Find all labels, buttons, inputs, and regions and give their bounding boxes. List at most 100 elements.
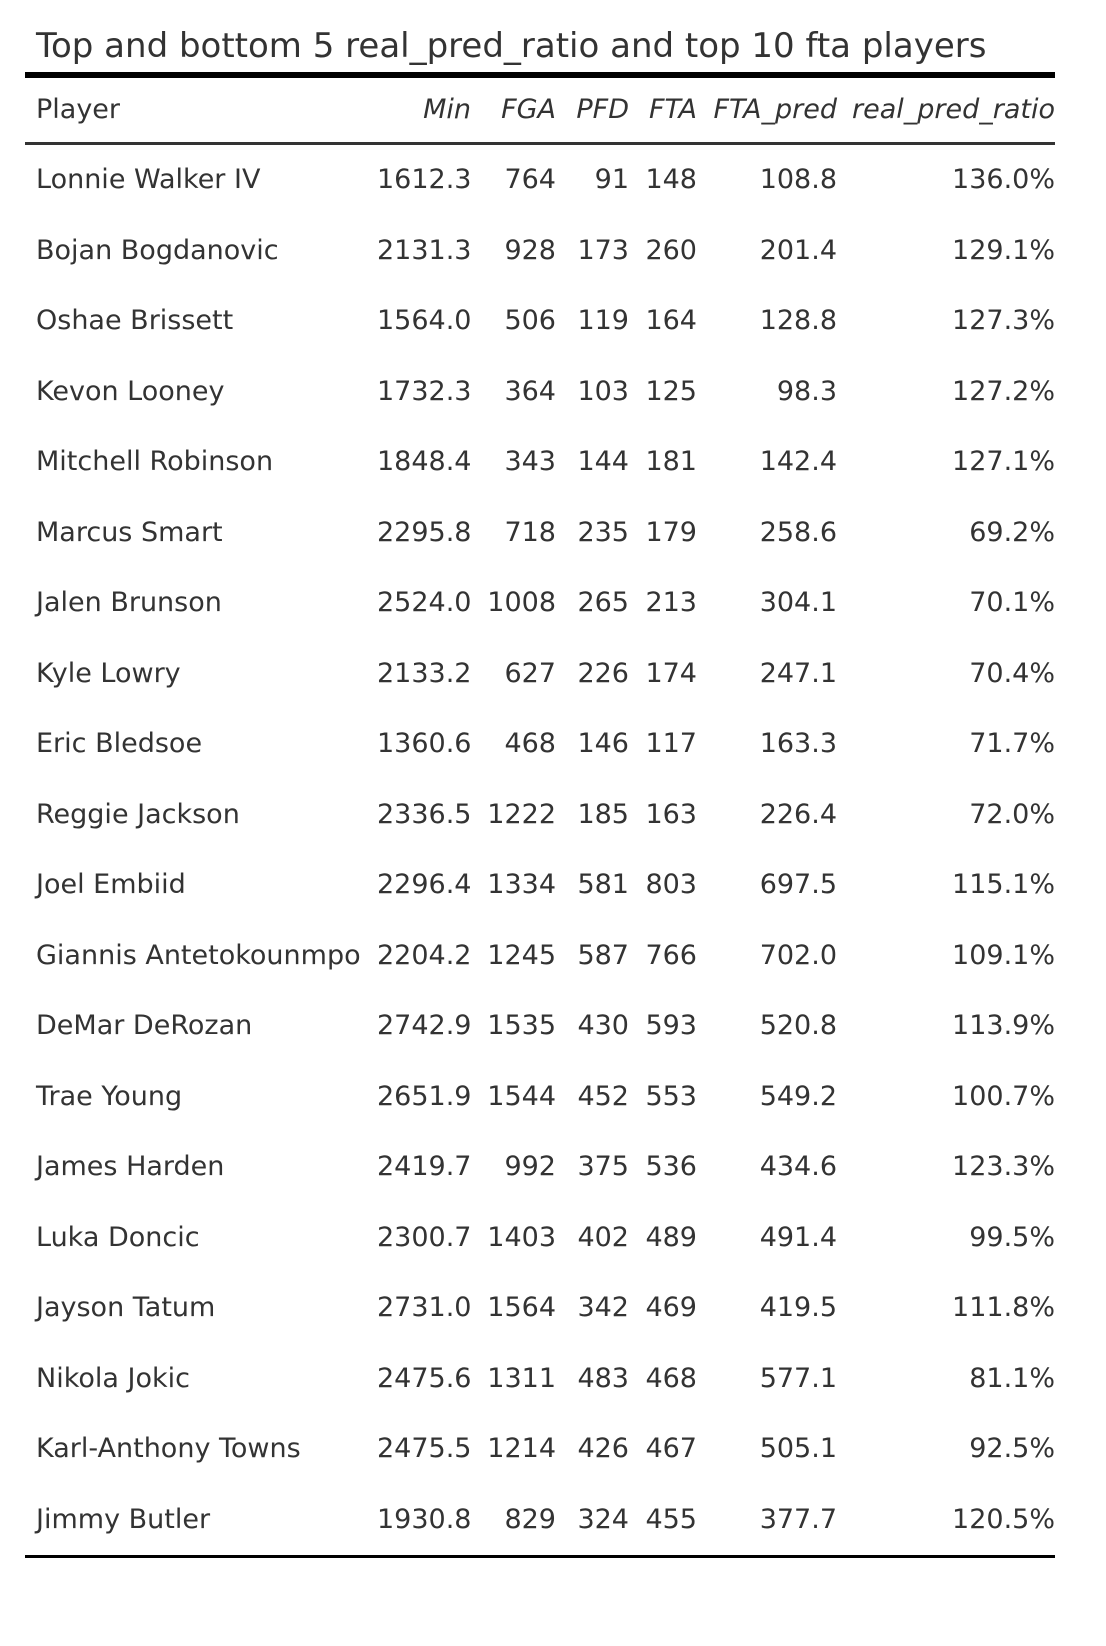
cell-fta-pred: 226.4 <box>759 798 837 830</box>
cell-fta-pred: 163.3 <box>759 728 837 759</box>
cell-fga: 1564 <box>487 1292 556 1323</box>
table-row: Jayson Tatum 2731.0 1564 342 469 419.5 111.8% <box>25 1273 1055 1344</box>
table-row: Lonnie Walker IV 1612.3 764 91 148 108.8 136.0… <box>25 144 1055 216</box>
cell-min: 2475.5 <box>377 1433 472 1464</box>
table-row: Marcus Smart 2295.8 718 235 179 258.6 69.2% <box>25 498 1055 569</box>
cell-min: 2336.5 <box>377 798 472 830</box>
cell-fta: 213 <box>645 587 697 618</box>
table-row: James Harden 2419.7 992 375 536 434.6 123.3% <box>25 1132 1055 1203</box>
cell-player: Mitchell Robinson <box>36 446 274 477</box>
cell-fta: 125 <box>645 375 697 407</box>
cell-fga: 1222 <box>487 798 556 830</box>
cell-fga: 343 <box>504 446 556 477</box>
cell-fta: 164 <box>645 305 697 336</box>
cell-pfd: 226 <box>577 657 629 689</box>
table-row: Jimmy Butler 1930.8 829 324 455 377.7 120.5% <box>25 1485 1055 1556</box>
cell-real-pred-ratio: 99.5% <box>969 1221 1055 1253</box>
column-header-pfd: PFD <box>556 78 629 145</box>
cell-player: James Harden <box>36 1151 225 1182</box>
cell-real-pred-ratio: 72.0% <box>969 798 1055 830</box>
column-header-real-pred-ratio: real_pred_ratio <box>837 78 1055 145</box>
cell-fta: 468 <box>645 1362 697 1394</box>
cell-fta: 455 <box>645 1503 697 1535</box>
column-header-fta: FTA <box>629 78 697 145</box>
cell-player: Jimmy Butler <box>36 1503 211 1535</box>
cell-min: 2300.7 <box>377 1221 472 1253</box>
cell-real-pred-ratio: 115.1% <box>952 869 1055 900</box>
cell-real-pred-ratio: 127.3% <box>952 305 1055 336</box>
cell-pfd: 119 <box>577 305 629 336</box>
cell-fta: 174 <box>645 657 697 689</box>
cell-real-pred-ratio: 127.1% <box>952 446 1055 477</box>
cell-fga: 829 <box>504 1503 556 1535</box>
cell-real-pred-ratio: 123.3% <box>952 1151 1055 1182</box>
cell-fga: 1334 <box>487 869 556 900</box>
cell-pfd: 235 <box>577 516 629 548</box>
cell-fga: 1311 <box>487 1362 556 1394</box>
table-title: Top and bottom 5 real_pred_ratio and top… <box>36 26 987 66</box>
cell-fta-pred: 128.8 <box>759 305 837 336</box>
cell-fta-pred: 304.1 <box>759 587 837 618</box>
cell-min: 2419.7 <box>377 1151 472 1182</box>
table-body: Lonnie Walker IV 1612.3 764 91 148 108.8 136.0… <box>25 144 1055 1556</box>
cell-fta-pred: 697.5 <box>759 869 837 900</box>
cell-fta-pred: 520.8 <box>759 1010 837 1041</box>
table-row: Giannis Antetokounmpo 2204.2 1245 587 766 702… <box>25 921 1055 992</box>
cell-player: Lonnie Walker IV <box>36 164 261 195</box>
cell-player: Marcus Smart <box>36 516 223 548</box>
cell-pfd: 430 <box>577 1010 629 1041</box>
table-row: Luka Doncic 2300.7 1403 402 489 491.4 99.5% <box>25 1203 1055 1274</box>
cell-fta-pred: 549.2 <box>759 1080 837 1112</box>
table-row: Reggie Jackson 2336.5 1222 185 163 226.4 72.0% <box>25 780 1055 851</box>
cell-fta: 181 <box>645 446 697 477</box>
cell-fga: 1535 <box>487 1010 556 1041</box>
cell-fta: 117 <box>645 728 697 759</box>
cell-pfd: 144 <box>577 446 629 477</box>
cell-fta-pred: 258.6 <box>759 516 837 548</box>
cell-fta: 469 <box>645 1292 697 1323</box>
table-row: DeMar DeRozan 2742.9 1535 430 593 520.8 113.9% <box>25 991 1055 1062</box>
cell-real-pred-ratio: 109.1% <box>952 939 1055 971</box>
cell-fta-pred: 201.4 <box>759 234 837 266</box>
table-row: Trae Young 2651.9 1544 452 553 549.2 100.7% <box>25 1062 1055 1133</box>
cell-min: 1360.6 <box>377 728 472 759</box>
cell-fta-pred: 505.1 <box>759 1433 837 1464</box>
cell-fga: 764 <box>504 164 556 195</box>
column-header-fga: FGA <box>471 78 556 145</box>
cell-pfd: 324 <box>577 1503 629 1535</box>
cell-min: 2133.2 <box>377 657 472 689</box>
column-header-fta-pred: FTA_pred <box>697 78 837 145</box>
stats-table: Player Min FGA PFD FTA FTA_pred real_pre… <box>25 78 1055 1555</box>
cell-fta: 260 <box>645 234 697 266</box>
table-row: Jalen Brunson 2524.0 1008 265 213 304.1 70.1% <box>25 568 1055 639</box>
cell-fta-pred: 142.4 <box>759 446 837 477</box>
cell-fta-pred: 577.1 <box>759 1362 837 1394</box>
header-row: Player Min FGA PFD FTA FTA_pred real_pre… <box>25 78 1055 145</box>
cell-real-pred-ratio: 111.8% <box>952 1292 1055 1323</box>
cell-pfd: 342 <box>577 1292 629 1323</box>
cell-fta: 766 <box>645 939 697 971</box>
cell-fga: 1245 <box>487 939 556 971</box>
cell-player: Jalen Brunson <box>36 587 222 618</box>
cell-min: 2524.0 <box>377 587 472 618</box>
table-row: Kevon Looney 1732.3 364 103 125 98.3 127.2% <box>25 357 1055 428</box>
cell-pfd: 452 <box>577 1080 629 1112</box>
cell-pfd: 483 <box>577 1362 629 1394</box>
column-header-min: Min <box>377 78 471 145</box>
cell-fga: 1403 <box>487 1221 556 1253</box>
cell-fga: 1214 <box>487 1433 556 1464</box>
cell-player: Oshae Brissett <box>36 305 234 336</box>
cell-min: 2131.3 <box>377 234 472 266</box>
cell-min: 1930.8 <box>377 1503 472 1535</box>
cell-fta-pred: 491.4 <box>759 1221 837 1253</box>
cell-fga: 992 <box>504 1151 556 1182</box>
cell-player: Kyle Lowry <box>36 657 181 689</box>
cell-real-pred-ratio: 92.5% <box>969 1433 1055 1464</box>
cell-pfd: 426 <box>577 1433 629 1464</box>
cell-fga: 627 <box>504 657 556 689</box>
cell-fta-pred: 247.1 <box>759 657 837 689</box>
cell-pfd: 91 <box>594 164 629 195</box>
cell-pfd: 103 <box>577 375 629 407</box>
cell-real-pred-ratio: 120.5% <box>952 1503 1055 1535</box>
cell-fta: 803 <box>645 869 697 900</box>
